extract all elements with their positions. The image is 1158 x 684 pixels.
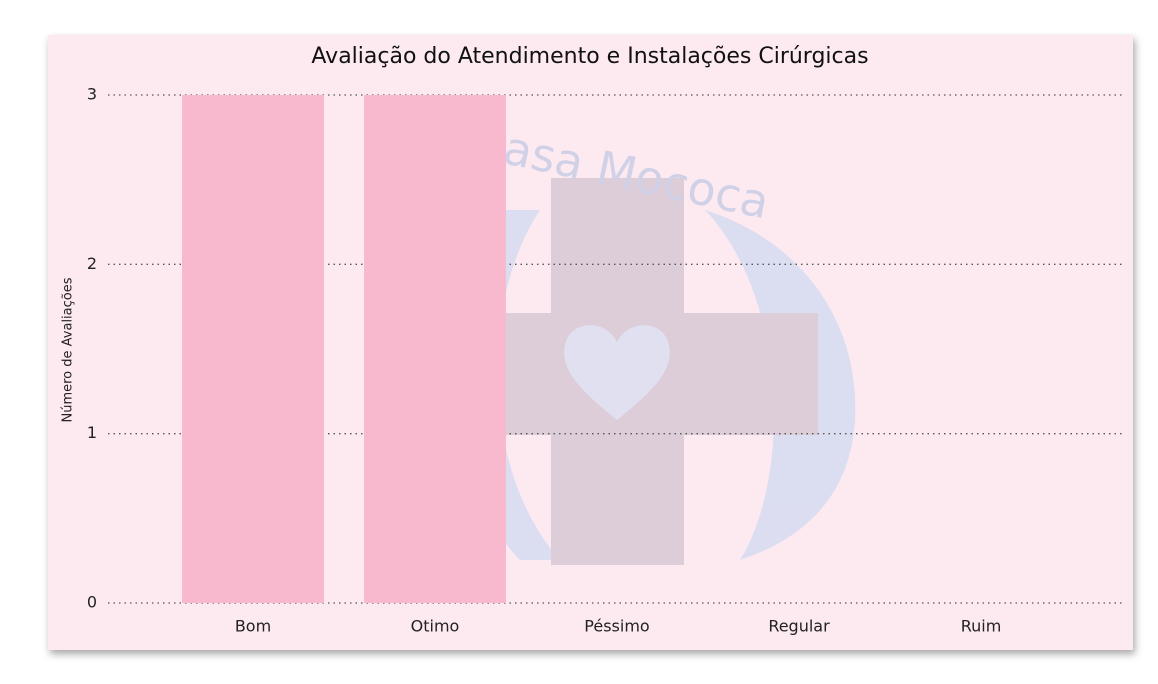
y-tick-label: 3 bbox=[87, 85, 97, 104]
x-tick-label: Bom bbox=[235, 617, 271, 636]
y-tick-label: 1 bbox=[87, 423, 97, 442]
x-tick-label: Otimo bbox=[411, 617, 460, 636]
y-tick-label: 0 bbox=[87, 593, 97, 612]
chart-title: Avaliação do Atendimento e Instalações C… bbox=[311, 44, 868, 69]
x-tick-label: Péssimo bbox=[584, 617, 649, 636]
bar bbox=[182, 95, 324, 603]
y-axis-title: Número de Avaliações bbox=[61, 277, 76, 422]
y-tick-label: 2 bbox=[87, 254, 97, 273]
bar bbox=[364, 95, 506, 603]
x-tick-label: Regular bbox=[768, 617, 830, 636]
x-tick-label: Ruim bbox=[961, 617, 1002, 636]
